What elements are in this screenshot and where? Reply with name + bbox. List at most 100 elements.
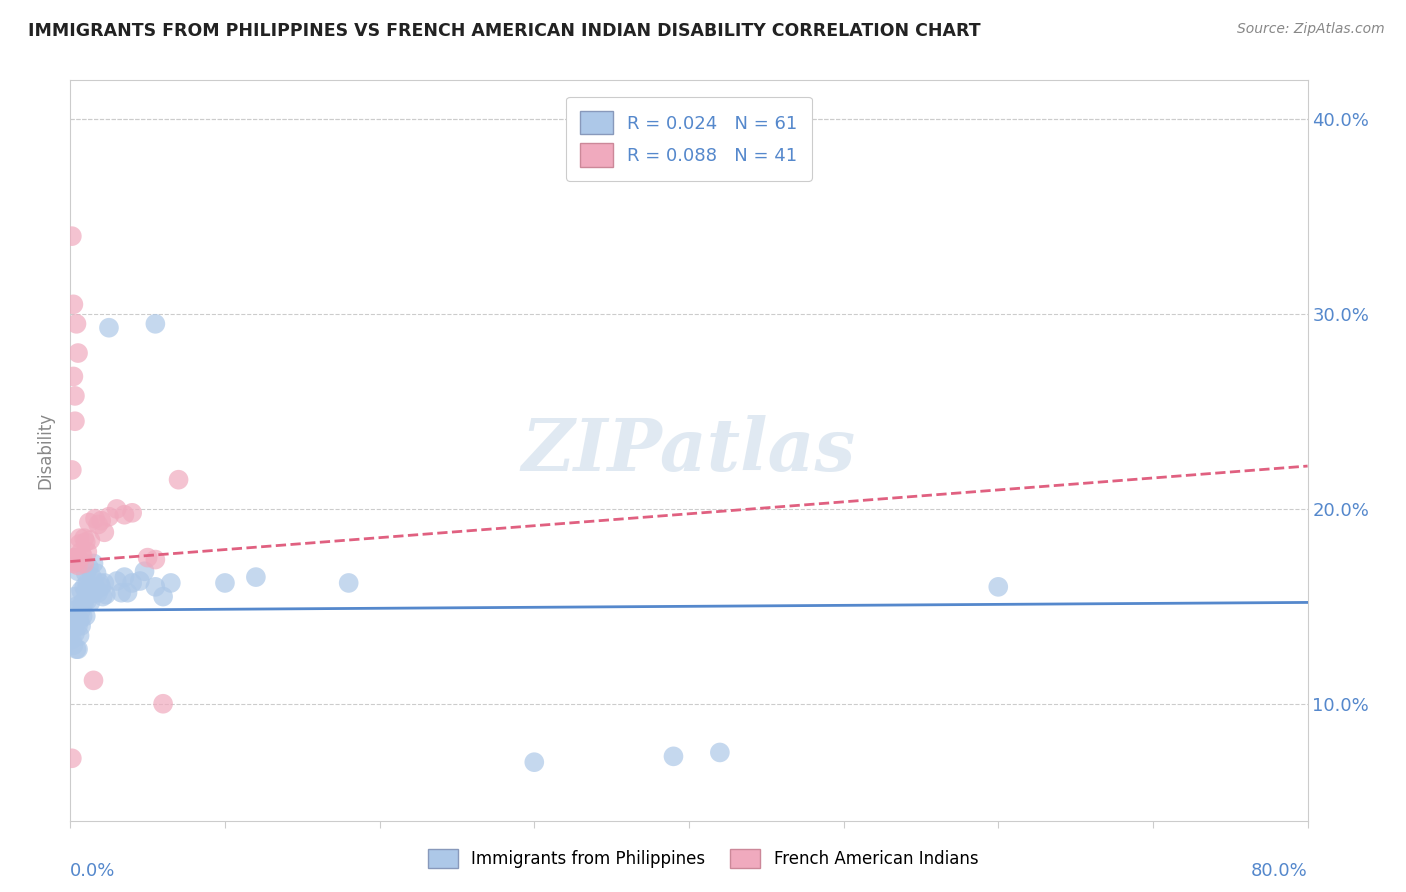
Point xyxy=(67,346,90,360)
Point xyxy=(60,623,83,637)
Text: Source: ZipAtlas.com: Source: ZipAtlas.com xyxy=(1237,22,1385,37)
Point xyxy=(337,576,360,591)
Point xyxy=(62,615,84,629)
Point xyxy=(90,580,112,594)
Point xyxy=(62,369,84,384)
Point xyxy=(73,595,96,609)
Point xyxy=(79,580,101,594)
Point xyxy=(145,317,166,331)
Point xyxy=(76,593,98,607)
Point xyxy=(987,580,1010,594)
Legend: R = 0.024   N = 61, R = 0.088   N = 41: R = 0.024 N = 61, R = 0.088 N = 41 xyxy=(565,96,813,181)
Point xyxy=(63,389,86,403)
Point xyxy=(136,550,159,565)
Point xyxy=(63,554,86,569)
Point xyxy=(214,576,236,591)
Point xyxy=(86,566,108,581)
Point xyxy=(523,755,546,769)
Point xyxy=(65,554,87,569)
Point xyxy=(114,508,135,522)
Point xyxy=(662,749,685,764)
Point xyxy=(67,564,90,578)
Point xyxy=(60,632,83,647)
Point xyxy=(62,638,84,652)
Point xyxy=(75,566,97,581)
Point xyxy=(65,550,87,565)
Point xyxy=(75,583,97,598)
Text: IMMIGRANTS FROM PHILIPPINES VS FRENCH AMERICAN INDIAN DISABILITY CORRELATION CHA: IMMIGRANTS FROM PHILIPPINES VS FRENCH AM… xyxy=(28,22,981,40)
Point xyxy=(84,580,107,594)
Point xyxy=(93,525,115,540)
Point xyxy=(145,580,166,594)
Text: 0.0%: 0.0% xyxy=(70,863,115,880)
Point xyxy=(134,564,156,578)
Point xyxy=(82,585,105,599)
Point xyxy=(63,550,86,565)
Point xyxy=(89,576,111,591)
Point xyxy=(87,585,110,599)
Point xyxy=(60,229,83,244)
Point xyxy=(60,463,83,477)
Point xyxy=(65,599,87,614)
Point xyxy=(63,590,86,604)
Point xyxy=(105,574,128,588)
Point xyxy=(77,516,100,530)
Point xyxy=(77,588,100,602)
Point xyxy=(80,570,103,584)
Point xyxy=(60,751,83,765)
Point xyxy=(91,590,114,604)
Point xyxy=(72,595,94,609)
Point xyxy=(82,557,105,571)
Point xyxy=(121,576,143,591)
Legend: Immigrants from Philippines, French American Indians: Immigrants from Philippines, French Amer… xyxy=(422,842,984,875)
Point xyxy=(67,558,90,573)
Point xyxy=(76,576,98,591)
Point xyxy=(167,473,190,487)
Point xyxy=(87,517,110,532)
Point xyxy=(93,576,115,591)
Point xyxy=(145,552,166,566)
Point xyxy=(67,550,90,565)
Point xyxy=(70,545,93,559)
Point xyxy=(79,533,101,547)
Point xyxy=(76,545,98,559)
Point xyxy=(69,613,91,627)
Point xyxy=(72,549,94,563)
Point xyxy=(70,619,93,633)
Point xyxy=(245,570,267,584)
Point xyxy=(117,585,139,599)
Point xyxy=(152,697,174,711)
Point xyxy=(114,570,135,584)
Point xyxy=(62,550,84,565)
Point xyxy=(75,609,97,624)
Point xyxy=(152,590,174,604)
Point xyxy=(67,642,90,657)
Point xyxy=(73,580,96,594)
Y-axis label: Disability: Disability xyxy=(37,412,55,489)
Point xyxy=(60,552,83,566)
Point xyxy=(82,673,105,688)
Point xyxy=(110,585,132,599)
Point xyxy=(70,583,93,598)
Point xyxy=(72,609,94,624)
Text: ZIPatlas: ZIPatlas xyxy=(522,415,856,486)
Point xyxy=(63,626,86,640)
Point xyxy=(65,317,87,331)
Point xyxy=(73,557,96,571)
Point xyxy=(65,609,87,624)
Point xyxy=(79,595,101,609)
Point xyxy=(160,576,183,591)
Point xyxy=(94,588,117,602)
Point xyxy=(65,642,87,657)
Point xyxy=(98,320,120,334)
Point xyxy=(69,628,91,642)
Point xyxy=(62,297,84,311)
Point xyxy=(98,509,120,524)
Point xyxy=(77,560,100,574)
Point xyxy=(90,514,112,528)
Point xyxy=(129,574,152,588)
Point xyxy=(62,557,84,571)
Point xyxy=(63,414,86,428)
Point xyxy=(63,603,86,617)
Point xyxy=(121,506,143,520)
